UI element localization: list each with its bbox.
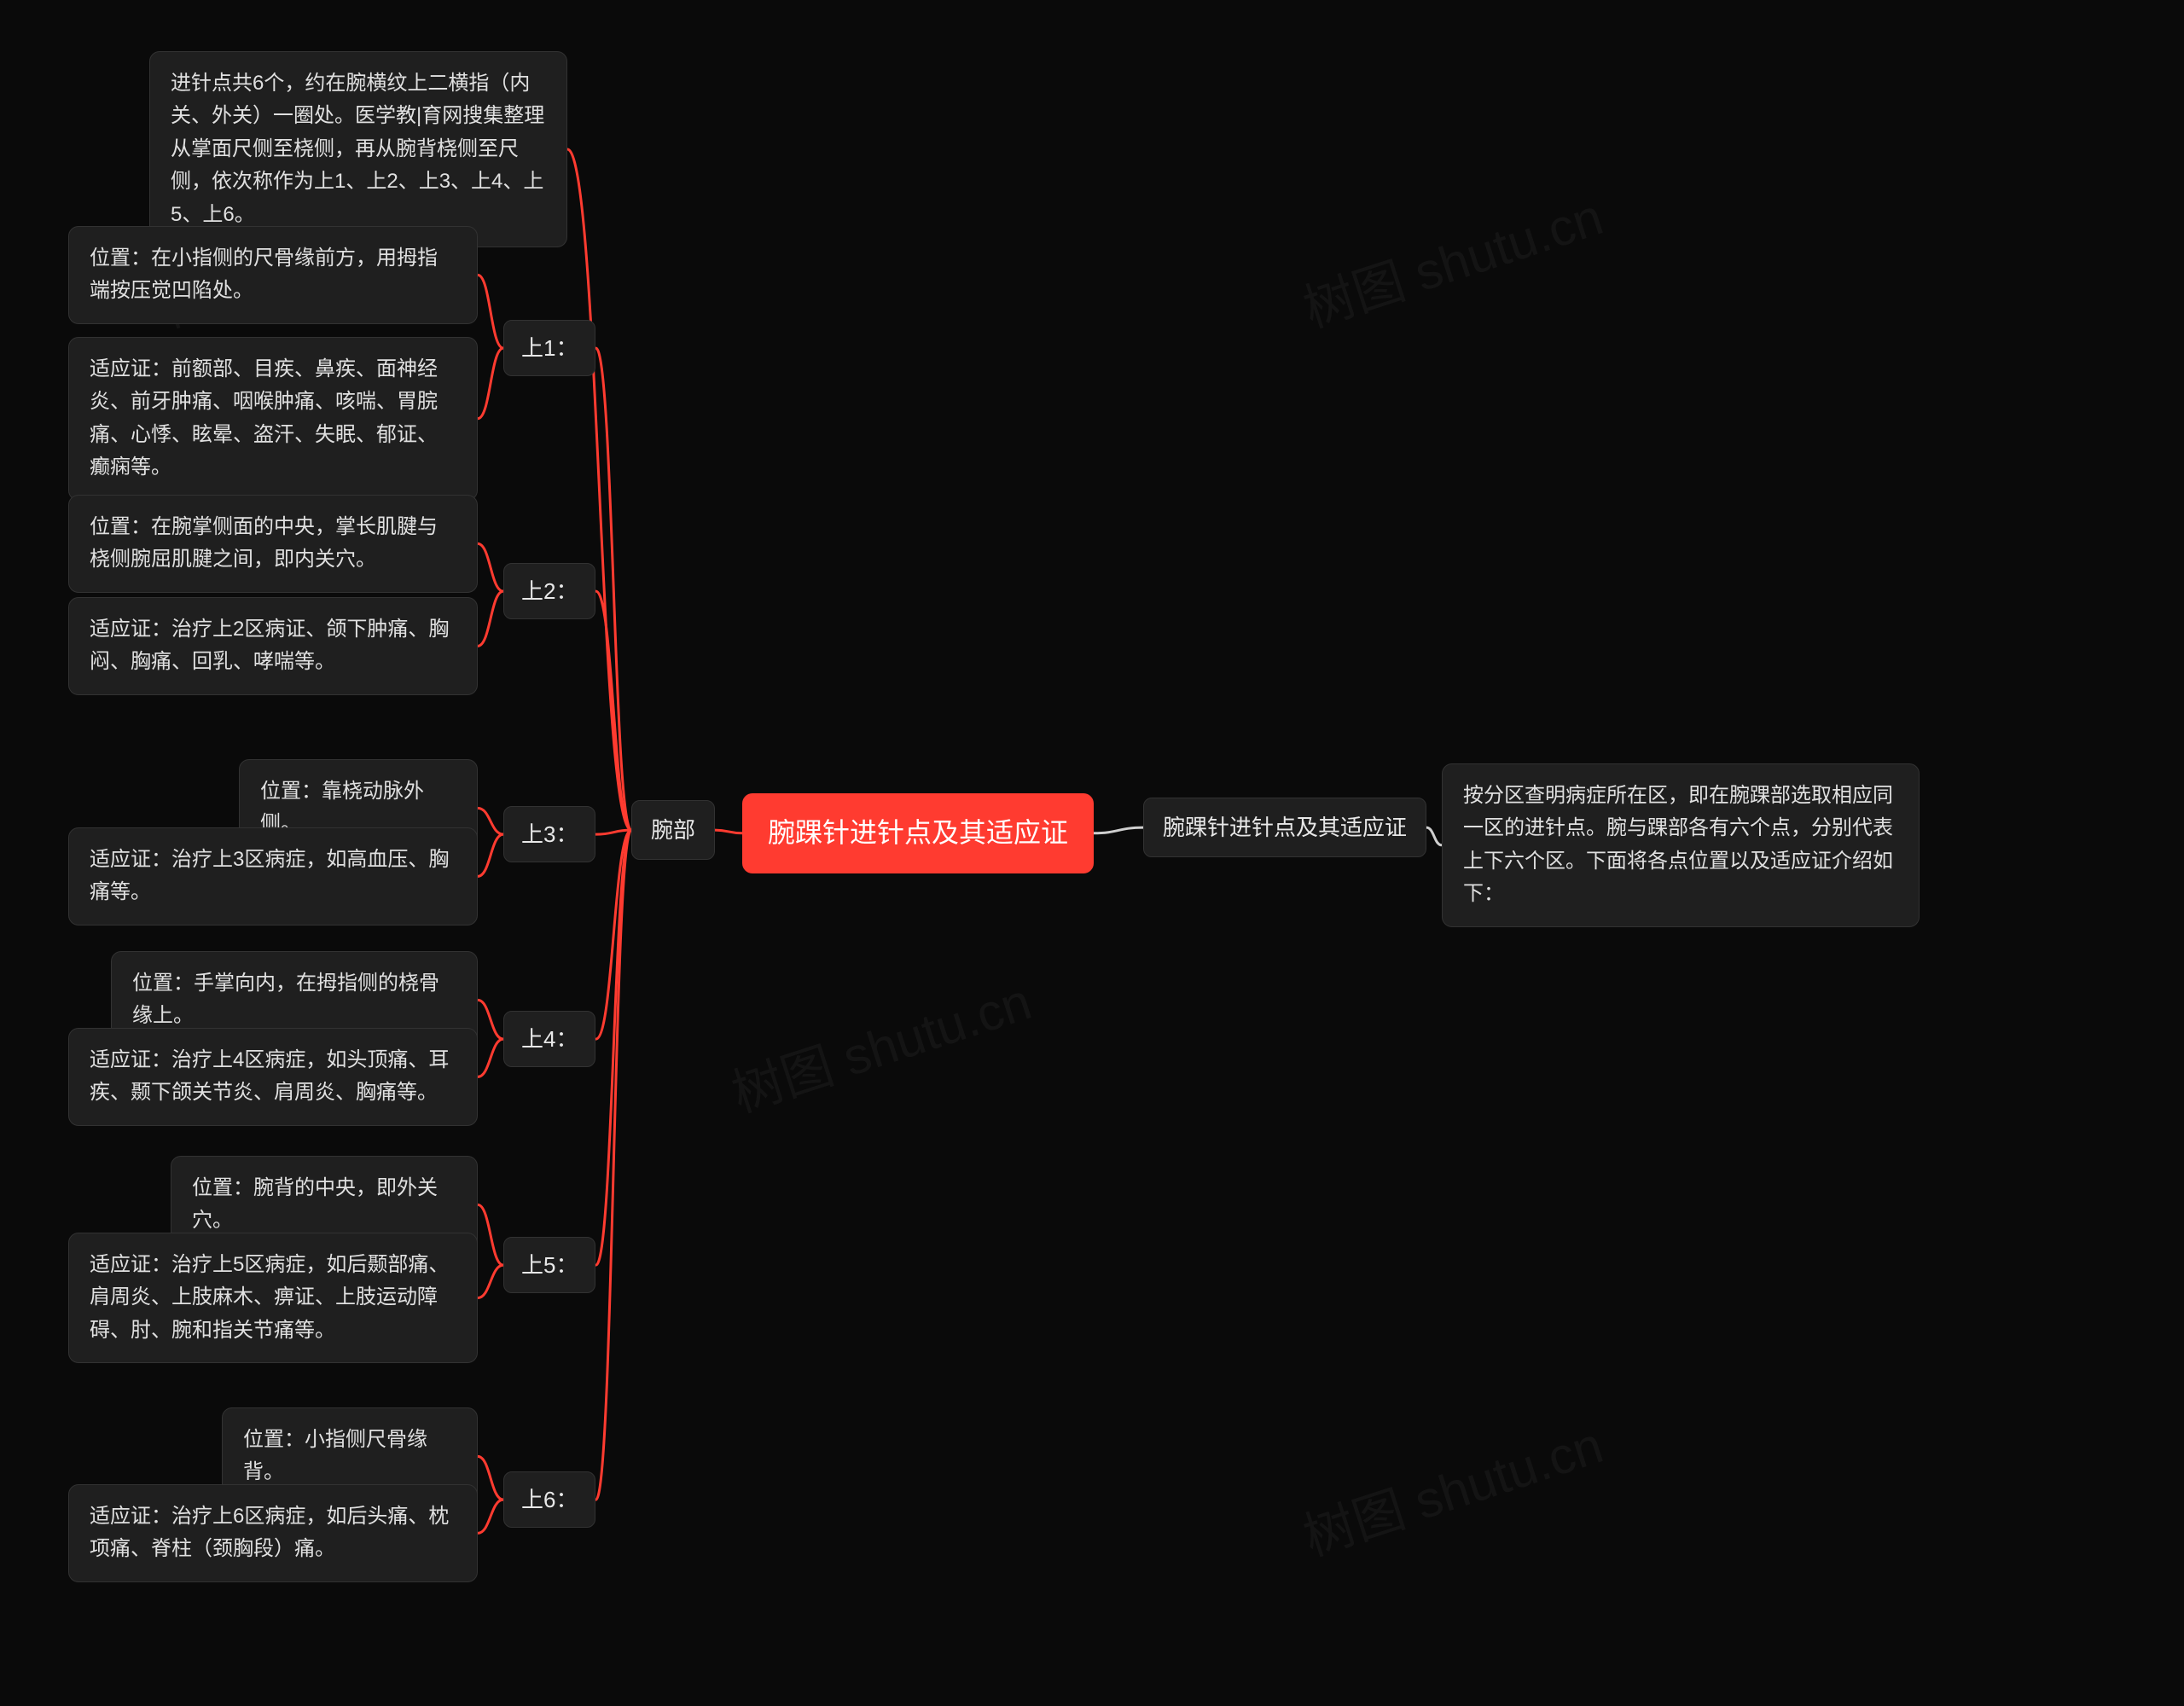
group-2-leaf-1[interactable]: 适应证：治疗上2区病证、颌下肿痛、胸闷、胸痛、回乳、哮喘等。	[68, 597, 478, 695]
root-node[interactable]: 腕踝针进针点及其适应证	[742, 793, 1094, 873]
watermark: 树图 shutu.cn	[1292, 1404, 1611, 1570]
group-4-leaf-1[interactable]: 适应证：治疗上4区病症，如头顶痛、耳疾、颞下颌关节炎、肩周炎、胸痛等。	[68, 1028, 478, 1126]
right-sub-node[interactable]: 腕踝针进针点及其适应证	[1143, 798, 1426, 857]
group-label-3[interactable]: 上3：	[503, 806, 595, 862]
mindmap-canvas: 树图 shutu.cn 树图 shutu.cn 树图 shutu.cn 树图 s…	[0, 0, 2184, 1706]
group-1-leaf-0[interactable]: 位置：在小指侧的尺骨缘前方，用拇指端按压觉凹陷处。	[68, 226, 478, 324]
group-3-leaf-1[interactable]: 适应证：治疗上3区病症，如高血压、胸痛等。	[68, 827, 478, 926]
group-label-1[interactable]: 上1：	[503, 320, 595, 376]
right-leaf-node[interactable]: 按分区查明病症所在区，即在腕踝部选取相应同一区的进针点。腕与踝部各有六个点，分别…	[1442, 763, 1920, 927]
group-label-6[interactable]: 上6：	[503, 1471, 595, 1528]
group-5-leaf-1[interactable]: 适应证：治疗上5区病症，如后颞部痛、肩周炎、上肢麻木、痹证、上肢运动障碍、肘、腕…	[68, 1233, 478, 1363]
watermark: 树图 shutu.cn	[721, 960, 1039, 1127]
group-label-5[interactable]: 上5：	[503, 1237, 595, 1293]
group-1-leaf-1[interactable]: 适应证：前额部、目疾、鼻疾、面神经炎、前牙肿痛、咽喉肿痛、咳喘、胃脘痛、心悸、眩…	[68, 337, 478, 501]
group-label-4[interactable]: 上4：	[503, 1011, 595, 1067]
group-label-2[interactable]: 上2：	[503, 563, 595, 619]
group-6-leaf-1[interactable]: 适应证：治疗上6区病症，如后头痛、枕项痛、脊柱（颈胸段）痛。	[68, 1484, 478, 1582]
left-intro-leaf[interactable]: 进针点共6个，约在腕横纹上二横指（内关、外关）一圈处。医学教|育网搜集整理从掌面…	[149, 51, 567, 247]
left-sub-node[interactable]: 腕部	[631, 800, 715, 860]
watermark: 树图 shutu.cn	[1292, 176, 1611, 342]
group-2-leaf-0[interactable]: 位置：在腕掌侧面的中央，掌长肌腱与桡侧腕屈肌腱之间，即内关穴。	[68, 495, 478, 593]
